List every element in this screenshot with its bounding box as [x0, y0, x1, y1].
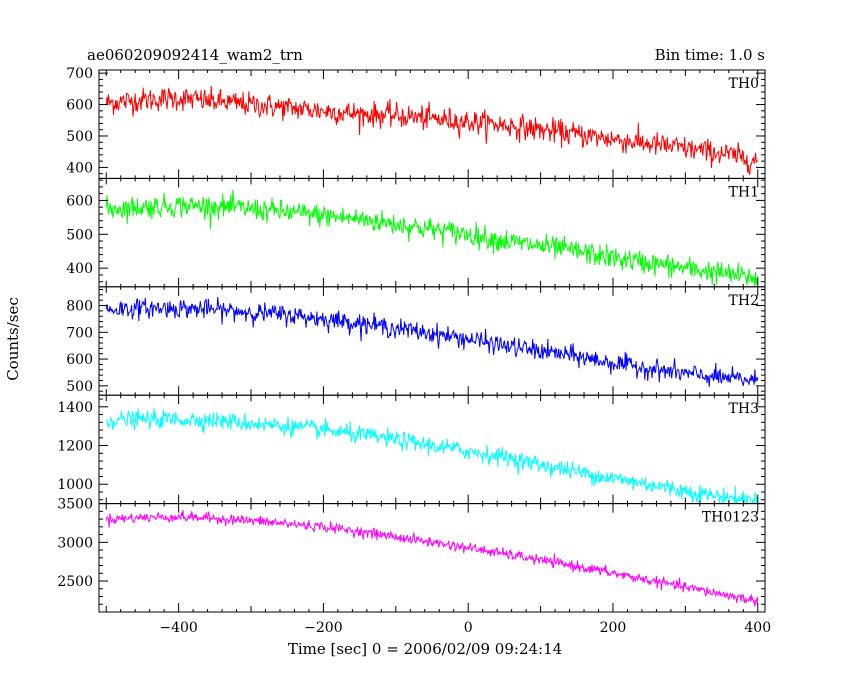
y-tick-label: 400	[66, 261, 93, 277]
y-tick-label: 500	[66, 379, 93, 395]
y-axis-label: Counts/sec	[4, 297, 22, 381]
x-tick-label: 200	[600, 620, 627, 636]
panel-th2: 500 600 700 800 TH2	[66, 286, 766, 396]
x-tick-label: −200	[304, 620, 342, 636]
x-tick-label: 400	[744, 620, 771, 636]
panel-th0: 400 500 600 700 TH0	[66, 66, 766, 179]
x-tick-labels: −400 −200 0 200 400	[159, 620, 771, 636]
panel-frame	[98, 69, 766, 179]
y-tick-label: 400	[66, 160, 93, 176]
y-tick-label: 1200	[57, 439, 93, 455]
y-tick-label: 800	[66, 299, 93, 315]
y-tick-label: 600	[66, 193, 93, 209]
panel-label-th0: TH0	[729, 76, 759, 92]
y-tick-label: 500	[66, 227, 93, 243]
x-tick-label: 0	[464, 620, 473, 636]
x-tick-label: −400	[159, 620, 197, 636]
panel-th3: 1000 1200 1400 TH3	[57, 394, 766, 505]
panel-label-th1: TH1	[729, 184, 759, 200]
y-tick-label: 1000	[57, 477, 93, 493]
panel-th0123: 2500 3000 3500 TH0123	[57, 497, 766, 613]
panel-label-th2: TH2	[729, 293, 759, 309]
series-th1-line	[105, 189, 759, 287]
y-tick-label: 600	[66, 98, 93, 114]
panel-label-th3: TH3	[729, 401, 759, 417]
panel-label-th0123: TH0123	[702, 510, 759, 526]
panel-frame	[98, 177, 766, 288]
y-tick-label: 3500	[57, 497, 93, 513]
x-axis-label: Time [sec] 0 = 2006/02/09 09:24:14	[288, 640, 562, 658]
bin-time-label: Bin time: 1.0 s	[655, 46, 765, 64]
y-tick-label: 700	[66, 325, 93, 341]
panels: 400 500 600 700 TH0 400 500 600 TH1 500 600 700 800 T…	[57, 66, 766, 613]
series-th0-line	[105, 86, 759, 175]
panel-th1: 400 500 600 TH1	[66, 177, 766, 288]
y-tick-label: 3000	[57, 535, 93, 551]
panel-frame	[98, 503, 766, 613]
y-tick-label: 1400	[57, 400, 93, 416]
y-tick-label: 2500	[57, 574, 93, 590]
y-tick-label: 600	[66, 352, 93, 368]
series-th2-line	[105, 297, 759, 387]
y-tick-label: 700	[66, 66, 93, 82]
series-th3-line	[105, 407, 759, 504]
series-th0123-line	[105, 509, 759, 607]
chart-title: ae060209092414_wam2_trn	[87, 46, 303, 64]
y-tick-label: 500	[66, 129, 93, 145]
